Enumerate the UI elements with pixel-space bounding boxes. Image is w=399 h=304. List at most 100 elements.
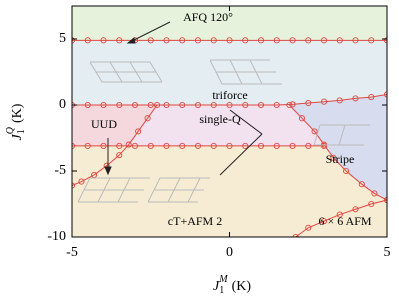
marker <box>147 37 154 44</box>
marker <box>242 101 249 109</box>
marker <box>163 101 170 109</box>
region-label: AFQ 120° <box>183 10 233 24</box>
y-tick-label: -5 <box>54 163 66 178</box>
marker <box>289 37 296 44</box>
plot-area: cT+AFM 2 AFQ 120° triforce UUD single-Q Strip… <box>47 5 391 260</box>
marker <box>163 142 170 149</box>
lattice <box>77 177 150 203</box>
lattice <box>89 61 163 83</box>
boundary-line <box>295 199 387 237</box>
marker <box>84 37 91 44</box>
region-label: 6 × 6 AFM <box>318 214 371 228</box>
marker <box>368 200 375 208</box>
marker <box>179 101 186 109</box>
marker <box>336 97 343 104</box>
phase-region <box>72 40 387 105</box>
marker <box>352 206 359 213</box>
marker <box>116 152 123 159</box>
lattice <box>209 59 282 85</box>
x-tick-label: 0 <box>226 245 233 260</box>
marker <box>257 142 265 149</box>
marker <box>257 37 265 44</box>
region-label: triforce <box>212 88 247 102</box>
marker <box>273 37 280 44</box>
marker <box>226 37 233 44</box>
marker <box>352 95 359 102</box>
marker <box>135 128 142 135</box>
arrowhead <box>126 37 136 44</box>
phase-region <box>128 105 324 146</box>
boundary-line <box>288 104 387 201</box>
x-label-unit: (K) <box>232 279 252 294</box>
arrow <box>219 133 263 176</box>
marker <box>289 142 296 149</box>
marker <box>305 37 312 44</box>
marker <box>273 142 280 149</box>
marker <box>100 37 107 44</box>
marker <box>179 37 186 44</box>
x-axis-label: J1M (K) <box>213 274 251 296</box>
x-tick-label: -5 <box>66 245 78 260</box>
y-label-sup: Q <box>5 126 16 134</box>
marker <box>194 101 202 109</box>
y-axis-label: J1Q (K) <box>5 103 27 140</box>
marker <box>305 142 312 149</box>
region-label: UUD <box>91 117 117 131</box>
marker <box>131 101 139 109</box>
x-label-symbol: J <box>213 279 220 294</box>
marker <box>273 101 280 109</box>
marker <box>84 101 91 109</box>
x-label-sup: M <box>218 274 228 285</box>
marker <box>286 101 293 109</box>
marker <box>153 101 161 109</box>
marker <box>210 37 217 44</box>
marker <box>131 142 139 149</box>
boundary-line <box>72 93 387 106</box>
phase-region <box>72 105 158 146</box>
marker <box>320 37 328 44</box>
marker <box>116 142 123 149</box>
marker <box>226 101 233 109</box>
marker <box>226 142 233 149</box>
arrow <box>129 21 171 43</box>
marker <box>305 99 312 107</box>
phase-region <box>289 94 387 201</box>
boundary-line <box>72 104 158 186</box>
marker <box>194 37 202 44</box>
marker <box>368 37 375 44</box>
phase-region <box>295 200 387 237</box>
marker <box>336 211 343 218</box>
marker <box>242 37 249 44</box>
y-label-symbol: J <box>10 133 25 140</box>
marker <box>163 37 170 44</box>
y-label-unit: (K) <box>10 103 25 123</box>
marker <box>179 142 186 149</box>
y-tick-label: 5 <box>59 31 66 46</box>
lattice <box>313 124 370 146</box>
x-label-sub: 1 <box>219 285 224 296</box>
marker <box>147 142 154 149</box>
marker <box>352 37 359 44</box>
lattice <box>147 177 210 203</box>
data-layer <box>72 6 387 237</box>
marker <box>289 101 296 108</box>
marker <box>305 224 312 231</box>
region-label: Stripe <box>326 152 355 166</box>
marker <box>210 142 217 149</box>
marker <box>78 178 85 185</box>
lattice-icon <box>77 59 370 203</box>
marker <box>330 154 337 161</box>
marker <box>116 37 123 44</box>
arrow <box>229 109 263 135</box>
marker <box>125 141 132 148</box>
decorations <box>77 21 370 203</box>
arrowhead <box>104 166 112 176</box>
marker <box>242 142 249 149</box>
marker <box>194 142 202 149</box>
marker <box>210 101 217 109</box>
region-label: cT+AFM 2 <box>168 214 222 228</box>
marker <box>147 101 154 109</box>
marker <box>371 190 378 197</box>
marker <box>320 98 328 105</box>
marker <box>342 167 350 175</box>
